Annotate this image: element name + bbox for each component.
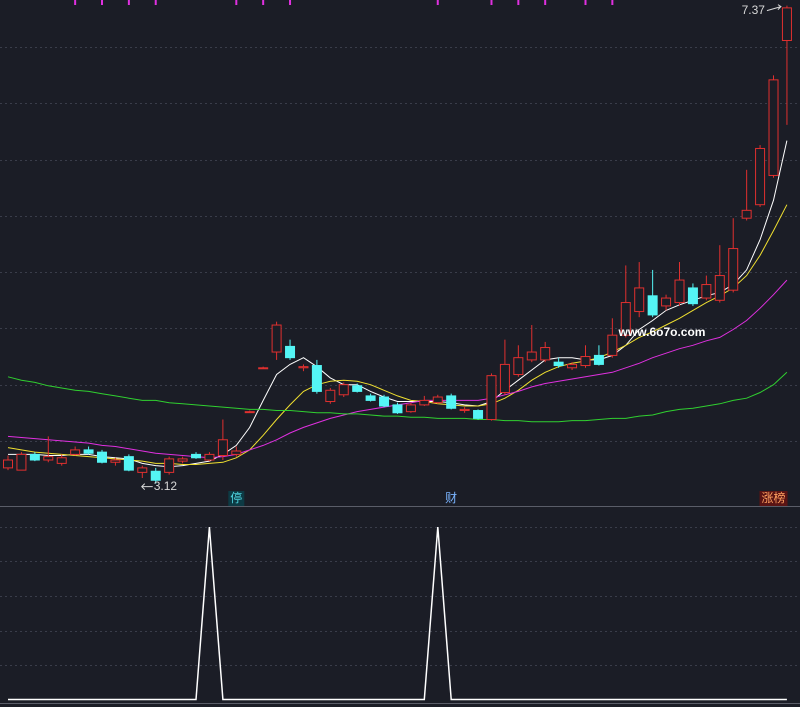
candle-body bbox=[110, 459, 121, 463]
candle-body bbox=[191, 453, 202, 459]
indicator-line bbox=[8, 526, 787, 701]
candle-body bbox=[217, 439, 228, 457]
candle-body bbox=[137, 467, 148, 473]
candle-body bbox=[365, 395, 376, 401]
candle-body bbox=[244, 411, 255, 414]
moving-average-line bbox=[7, 371, 788, 423]
candle-body bbox=[687, 287, 698, 305]
candle-body bbox=[701, 284, 712, 299]
candle-body bbox=[674, 279, 685, 304]
candle-body bbox=[338, 384, 349, 396]
candle-body bbox=[392, 404, 403, 414]
candle-body bbox=[285, 345, 296, 359]
high-label: 7.37 bbox=[742, 3, 766, 17]
watermark: www.6o7o.com bbox=[618, 325, 706, 339]
candle-body bbox=[513, 357, 524, 376]
candle-body bbox=[486, 375, 497, 421]
candle-body bbox=[741, 209, 752, 219]
event-marker: 停 bbox=[230, 490, 242, 505]
candle-body bbox=[526, 351, 537, 361]
candle-body bbox=[97, 451, 108, 463]
candle-body bbox=[3, 459, 13, 469]
candle-body bbox=[231, 450, 242, 455]
candle-body bbox=[714, 275, 725, 301]
event-marker-bg bbox=[443, 491, 460, 506]
candle-body bbox=[473, 410, 484, 419]
candle-body bbox=[432, 396, 443, 404]
candle-body bbox=[258, 367, 269, 370]
candle-body bbox=[459, 408, 470, 412]
candle-body bbox=[446, 395, 457, 409]
candle-body bbox=[325, 389, 336, 403]
low-arrow bbox=[141, 483, 153, 490]
candle-body bbox=[150, 470, 161, 481]
candle-body bbox=[43, 456, 54, 461]
candle-body bbox=[553, 361, 564, 367]
candle-body bbox=[16, 453, 27, 471]
candle-body bbox=[607, 334, 618, 356]
candle-body bbox=[728, 248, 739, 291]
high-arrow bbox=[766, 4, 782, 12]
candle-body bbox=[123, 456, 134, 471]
event-marker: 涨榜 bbox=[762, 490, 786, 505]
candle-body bbox=[580, 356, 591, 367]
candle-body bbox=[634, 287, 645, 313]
candle-body bbox=[379, 396, 390, 407]
candle-body bbox=[177, 458, 188, 462]
candle-body bbox=[768, 79, 779, 176]
event-marker-bg bbox=[228, 491, 245, 506]
candle-body bbox=[164, 458, 175, 473]
candle-body bbox=[419, 399, 430, 406]
candle-body bbox=[540, 347, 551, 361]
candle-body bbox=[311, 365, 322, 392]
candle-body bbox=[593, 354, 604, 365]
candle-body bbox=[781, 7, 792, 41]
candle-body bbox=[352, 385, 363, 392]
candle-body bbox=[29, 453, 40, 461]
candle-body bbox=[499, 363, 510, 394]
candle-body bbox=[70, 449, 81, 455]
candle-body bbox=[298, 366, 309, 369]
candle-body bbox=[204, 453, 215, 461]
event-marker-bg bbox=[759, 491, 788, 506]
candle-body bbox=[661, 297, 672, 307]
candle-body bbox=[755, 147, 766, 206]
candle-body bbox=[620, 302, 631, 336]
candle-body bbox=[567, 363, 578, 369]
candle-body bbox=[271, 324, 282, 353]
candle-body bbox=[405, 404, 416, 413]
low-label: 3.12 bbox=[154, 479, 178, 493]
candle-body bbox=[647, 295, 658, 316]
event-marker: 财 bbox=[445, 491, 457, 505]
candle-body bbox=[83, 449, 94, 454]
moving-average-line bbox=[7, 204, 788, 465]
candle-body bbox=[56, 457, 67, 464]
moving-average-line bbox=[8, 140, 788, 468]
